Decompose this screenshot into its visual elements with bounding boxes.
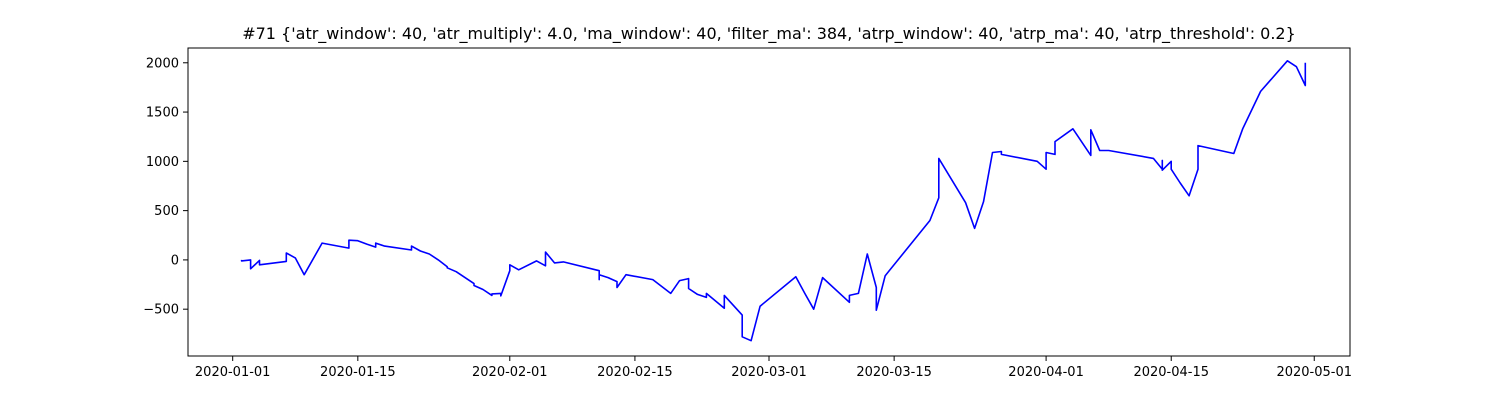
y-tick-label: 1500 [146,106,179,121]
chart-title: #71 {'atr_window': 40, 'atr_multiply': 4… [242,24,1296,44]
axes-frame [187,47,1351,357]
x-tick-label: 2020-03-15 [856,365,932,380]
x-axis-ticks: 2020-01-01 2020-01-15 2020-02-01 2020-02-15… [195,356,1352,380]
x-tick-label: 2020-02-01 [472,365,548,380]
x-tick-label: 2020-04-15 [1133,365,1209,380]
x-tick-label: 2020-01-01 [195,365,271,380]
y-tick-label: 0 [171,253,179,268]
plot-area [240,59,1307,342]
y-tick-label: 500 [154,204,179,219]
y-axis-ticks: −500 0 500 1000 1500 2000 [143,56,188,318]
y-tick-label: 1000 [146,155,179,170]
series-line-0 [240,59,1307,342]
x-tick-label: 2020-01-15 [320,365,396,380]
x-tick-label: 2020-02-15 [597,365,673,380]
y-tick-label: −500 [143,303,179,318]
x-tick-label: 2020-04-01 [1008,365,1084,380]
x-tick-label: 2020-05-01 [1276,365,1352,380]
y-tick-label: 2000 [146,56,179,71]
x-tick-label: 2020-03-01 [731,365,807,380]
